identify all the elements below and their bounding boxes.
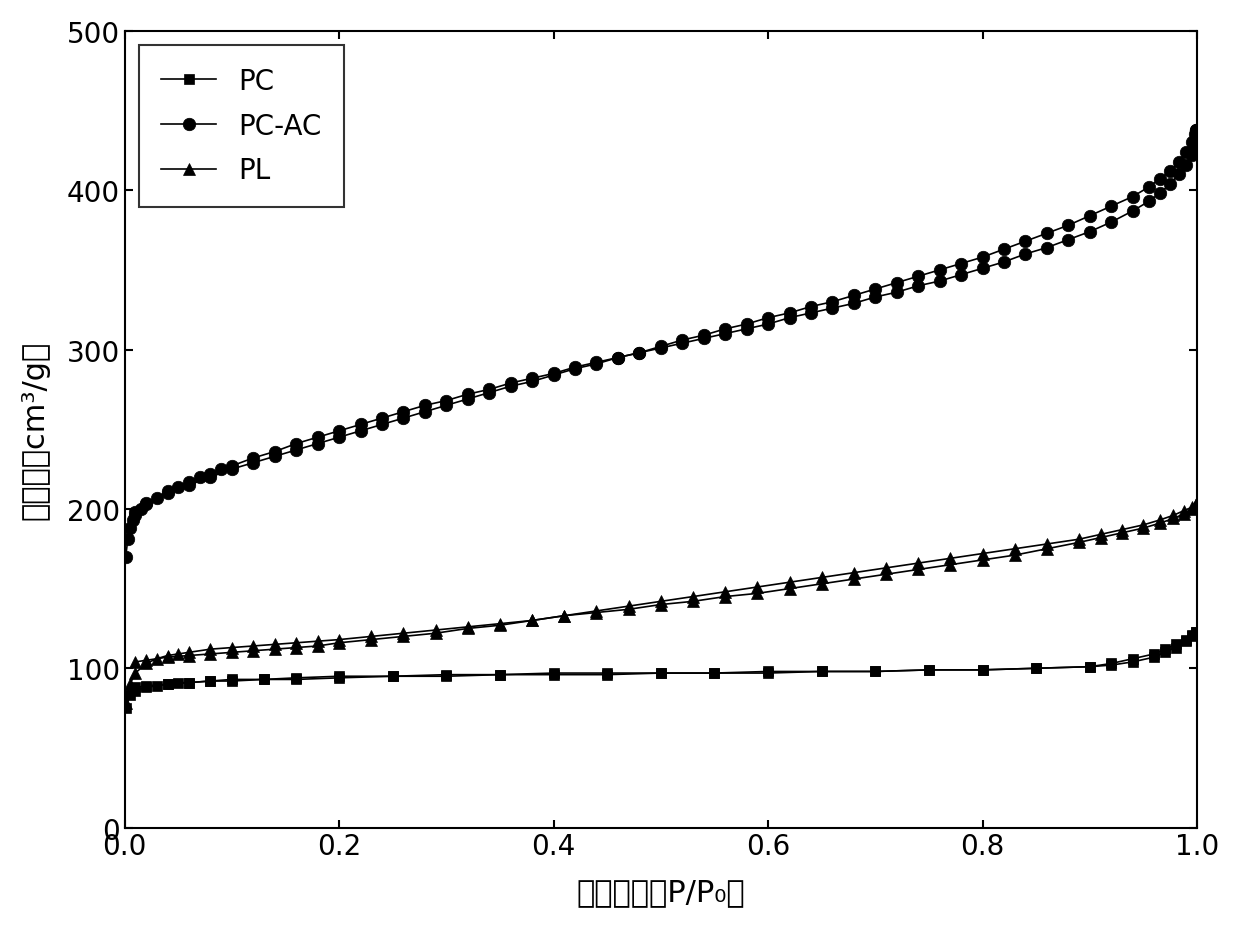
PL: [621, 604, 636, 616]
PL: [589, 607, 604, 618]
PC: [289, 673, 304, 684]
PL: [268, 639, 283, 650]
PL: [1071, 538, 1086, 549]
PL: [879, 569, 894, 580]
PC-AC: [246, 453, 260, 464]
PL: [171, 649, 186, 660]
PL: [460, 622, 475, 633]
X-axis label: 相对压力（P/P₀）: 相对压力（P/P₀）: [577, 877, 745, 907]
PC: [149, 680, 164, 692]
PL: [975, 554, 990, 565]
PC: [1168, 642, 1183, 654]
PL: [428, 625, 443, 636]
PC: [600, 667, 615, 679]
PC: [203, 676, 218, 687]
PL: [149, 654, 164, 665]
PL: [1177, 509, 1192, 520]
PC: [181, 678, 196, 689]
PC: [439, 669, 454, 680]
PC: [1083, 661, 1097, 672]
PC: [975, 665, 990, 676]
PL: [718, 591, 733, 603]
PC: [257, 674, 272, 685]
PL: [1188, 499, 1203, 510]
PC: [546, 667, 560, 679]
PL: [815, 578, 830, 590]
Y-axis label: 吸附量（cm³/g）: 吸附量（cm³/g）: [21, 340, 50, 519]
PC: [1147, 652, 1162, 663]
PL: [1184, 503, 1199, 514]
PC: [868, 667, 883, 678]
PC-AC: [331, 425, 346, 437]
PC: [123, 690, 138, 701]
PL: [1166, 514, 1180, 525]
PL: [224, 642, 239, 654]
PC: [128, 685, 143, 696]
PL: [525, 616, 539, 627]
PC-AC: [632, 348, 647, 359]
Line: PC: PC: [120, 627, 1200, 713]
PL: [160, 650, 175, 661]
Legend: PC, PC-AC, PL: PC, PC-AC, PL: [139, 45, 343, 208]
PL: [847, 574, 862, 585]
Line: PC-AC: PC-AC: [119, 124, 1203, 564]
PL: [363, 631, 378, 642]
PC: [160, 679, 175, 690]
PL: [396, 628, 410, 639]
PL: [128, 667, 143, 679]
PC: [1125, 656, 1140, 667]
PC: [707, 667, 722, 679]
PL: [782, 583, 797, 594]
PC: [653, 667, 668, 679]
PC: [921, 665, 936, 676]
PC-AC: [118, 552, 133, 563]
PC: [1157, 647, 1172, 658]
PC: [1184, 631, 1199, 642]
PC: [1179, 636, 1194, 647]
Line: PL: PL: [120, 499, 1202, 709]
PC-AC: [503, 378, 518, 389]
PC: [139, 682, 154, 693]
PC: [118, 703, 133, 714]
PL: [1094, 532, 1109, 543]
PC: [386, 671, 401, 682]
PL: [1136, 523, 1151, 534]
PC: [1104, 660, 1118, 671]
PC: [331, 671, 346, 682]
PL: [310, 636, 325, 647]
PL: [203, 644, 218, 655]
PL: [1039, 543, 1054, 554]
PL: [289, 638, 304, 649]
PL: [123, 679, 138, 690]
PC: [1029, 663, 1044, 674]
PL: [181, 647, 196, 658]
PL: [942, 560, 957, 571]
PC: [760, 667, 775, 678]
PL: [246, 641, 260, 652]
PL: [557, 611, 572, 622]
PC: [224, 674, 239, 685]
PL: [686, 596, 701, 607]
PC-AC: [1104, 217, 1118, 228]
PL: [1007, 550, 1022, 561]
PL: [139, 658, 154, 669]
PL: [750, 588, 765, 599]
PC: [1188, 627, 1203, 638]
PC-AC: [1188, 125, 1203, 136]
PC: [171, 678, 186, 689]
PC-AC: [1184, 150, 1199, 161]
PL: [118, 698, 133, 709]
PL: [910, 565, 925, 576]
PL: [1115, 527, 1130, 539]
PC: [815, 667, 830, 678]
PL: [331, 634, 346, 645]
PL: [653, 600, 668, 611]
PL: [1152, 518, 1167, 529]
PL: [492, 618, 507, 629]
PC: [492, 669, 507, 680]
